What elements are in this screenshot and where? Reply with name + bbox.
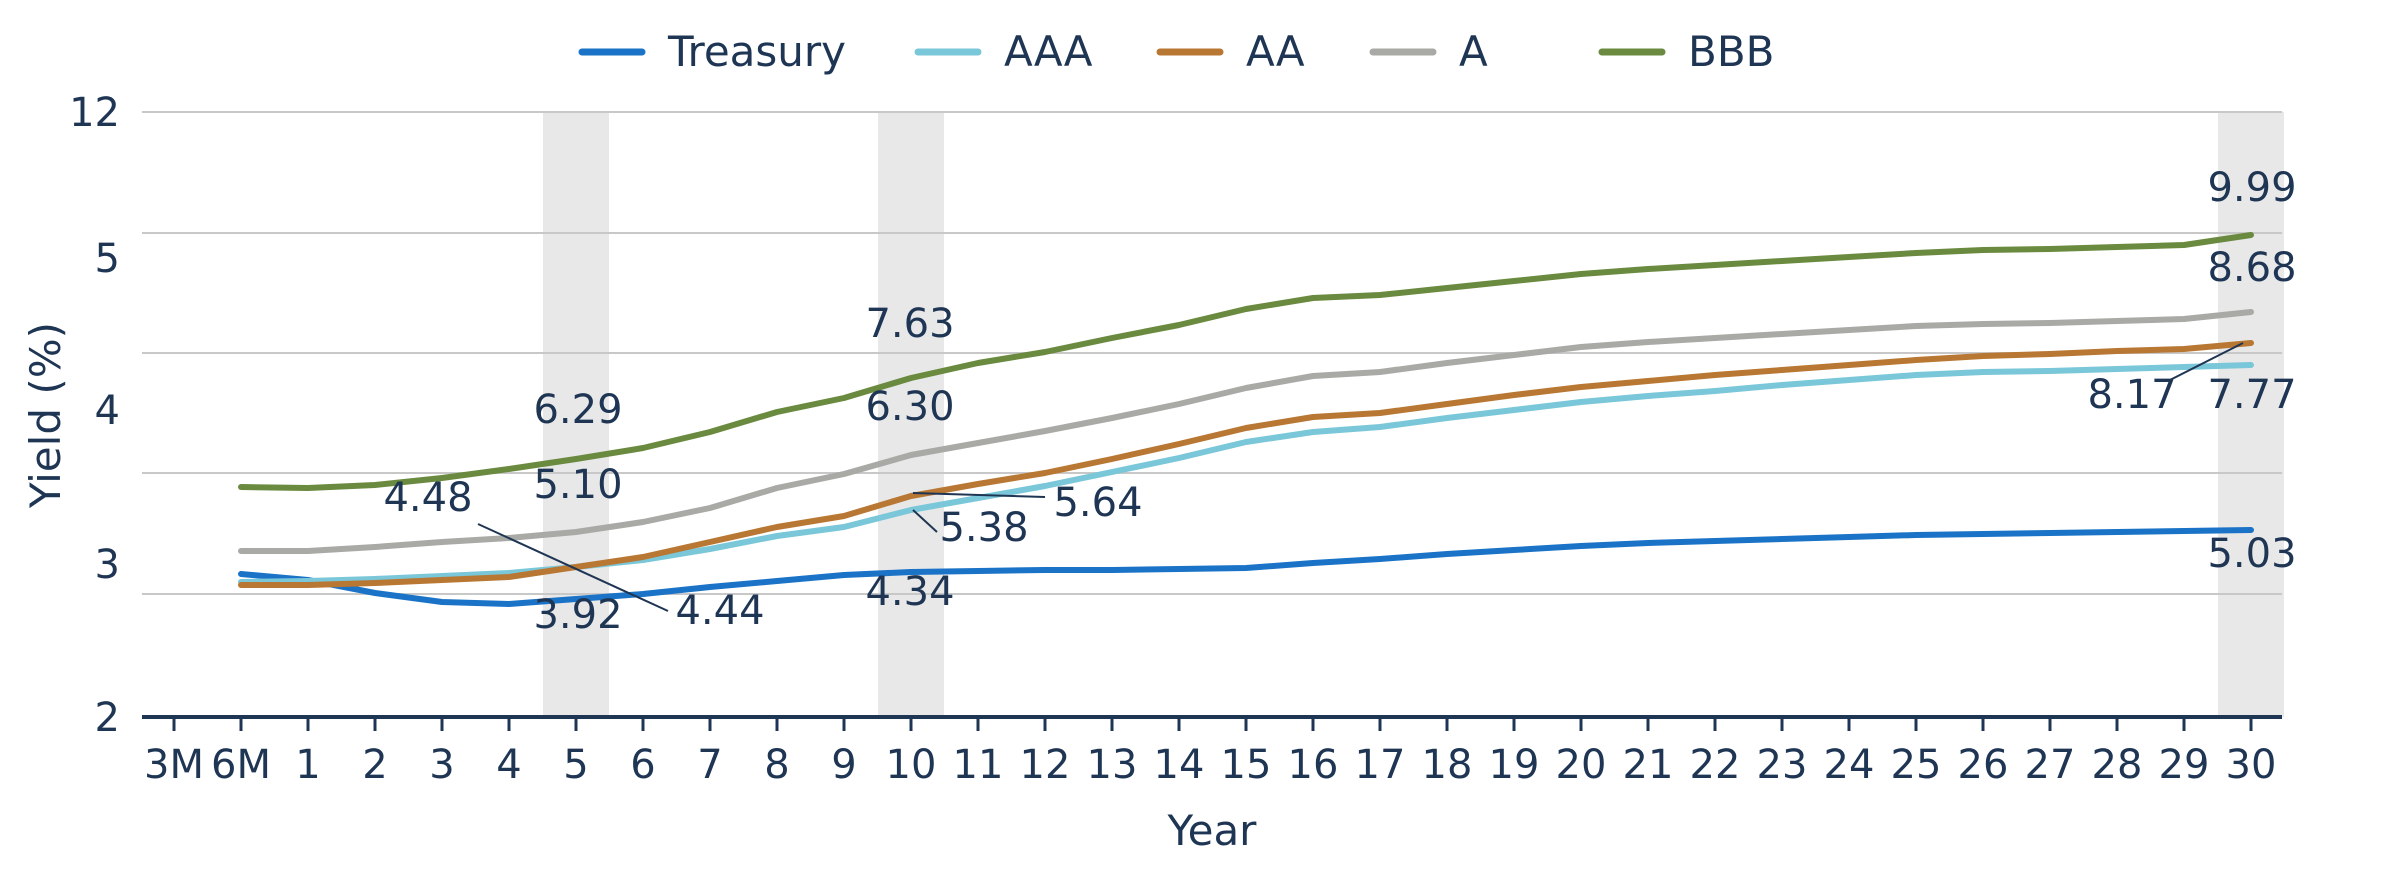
- x-tick-label-15: 15: [1221, 742, 1272, 788]
- y-tick-label-5: 5: [95, 236, 120, 282]
- x-tick-label-18: 18: [1422, 742, 1473, 788]
- data-label-4: 3.92: [533, 592, 622, 638]
- legend-label-treasury: Treasury: [667, 27, 846, 76]
- x-tick-label-29: 29: [2159, 742, 2210, 788]
- x-tick-label-1: 1: [295, 742, 320, 788]
- y-tick-label-2: 2: [95, 695, 120, 741]
- x-tick-label-2: 2: [362, 742, 387, 788]
- y-tick-label-4: 4: [95, 388, 120, 434]
- x-axis-title: Year: [1167, 806, 1258, 855]
- legend-label-aa: AA: [1246, 27, 1305, 76]
- legend-label-aaa: AAA: [1004, 27, 1093, 76]
- legend-label-bbb: BBB: [1688, 27, 1774, 76]
- x-tick-label-26: 26: [1958, 742, 2009, 788]
- x-tick-label-5: 5: [563, 742, 588, 788]
- data-label-11: 8.68: [2207, 245, 2296, 291]
- legend-label-a: A: [1459, 27, 1488, 76]
- x-tick-label-20: 20: [1556, 742, 1607, 788]
- data-label-1: 5.10: [533, 462, 622, 508]
- highlight-band-10: [878, 112, 944, 717]
- x-tick-label-3M: 3M: [144, 742, 204, 788]
- x-tick-label-28: 28: [2092, 742, 2143, 788]
- x-tick-label-24: 24: [1824, 742, 1875, 788]
- series-line-treasury: [238, 527, 2254, 607]
- x-tick-label-19: 19: [1489, 742, 1540, 788]
- x-tick-label-10: 10: [886, 742, 937, 788]
- leader-line-3: [2169, 342, 2244, 381]
- y-axis-title: Yield (%): [21, 322, 70, 509]
- series-line-a: [238, 309, 2254, 554]
- x-tick-label-17: 17: [1355, 742, 1406, 788]
- data-label-7: 5.64: [1053, 480, 1142, 526]
- x-tick-label-25: 25: [1891, 742, 1942, 788]
- x-tick-label-30: 30: [2226, 742, 2277, 788]
- data-label-10: 9.99: [2207, 165, 2296, 211]
- data-label-2: 4.48: [383, 475, 472, 521]
- y-tick-label-12: 12: [69, 90, 120, 136]
- x-tick-label-12: 12: [1020, 742, 1071, 788]
- highlight-band-30: [2218, 112, 2284, 717]
- data-label-12: 8.17: [2087, 372, 2176, 418]
- data-label-13: 7.77: [2207, 372, 2296, 418]
- x-tick-label-11: 11: [953, 742, 1004, 788]
- series-line-aa: [238, 340, 2254, 588]
- x-tick-label-3: 3: [429, 742, 454, 788]
- data-label-0: 6.29: [533, 387, 622, 433]
- x-tick-label-13: 13: [1087, 742, 1138, 788]
- data-label-9: 4.34: [865, 569, 954, 615]
- x-tick-label-6: 6: [630, 742, 655, 788]
- x-tick-label-22: 22: [1690, 742, 1741, 788]
- highlight-band-5: [543, 112, 609, 717]
- x-tick-label-21: 21: [1623, 742, 1674, 788]
- x-tick-label-9: 9: [831, 742, 856, 788]
- data-label-14: 5.03: [2207, 531, 2296, 577]
- leader-line-0: [477, 523, 669, 612]
- x-tick-label-23: 23: [1757, 742, 1808, 788]
- data-label-5: 7.63: [865, 301, 954, 347]
- data-label-8: 5.38: [939, 505, 1028, 551]
- x-tick-label-7: 7: [697, 742, 722, 788]
- data-label-3: 4.44: [675, 588, 764, 634]
- y-tick-label-3: 3: [95, 542, 120, 588]
- x-tick-label-27: 27: [2025, 742, 2076, 788]
- x-tick-label-4: 4: [496, 742, 521, 788]
- x-tick-label-6M: 6M: [211, 742, 271, 788]
- leader-line-2: [912, 509, 938, 533]
- x-tick-label-14: 14: [1154, 742, 1205, 788]
- x-tick-label-16: 16: [1288, 742, 1339, 788]
- data-label-6: 6.30: [865, 384, 954, 430]
- series-line-bbb: [238, 232, 2254, 491]
- x-tick-label-8: 8: [764, 742, 789, 788]
- leader-line-1: [912, 492, 1046, 498]
